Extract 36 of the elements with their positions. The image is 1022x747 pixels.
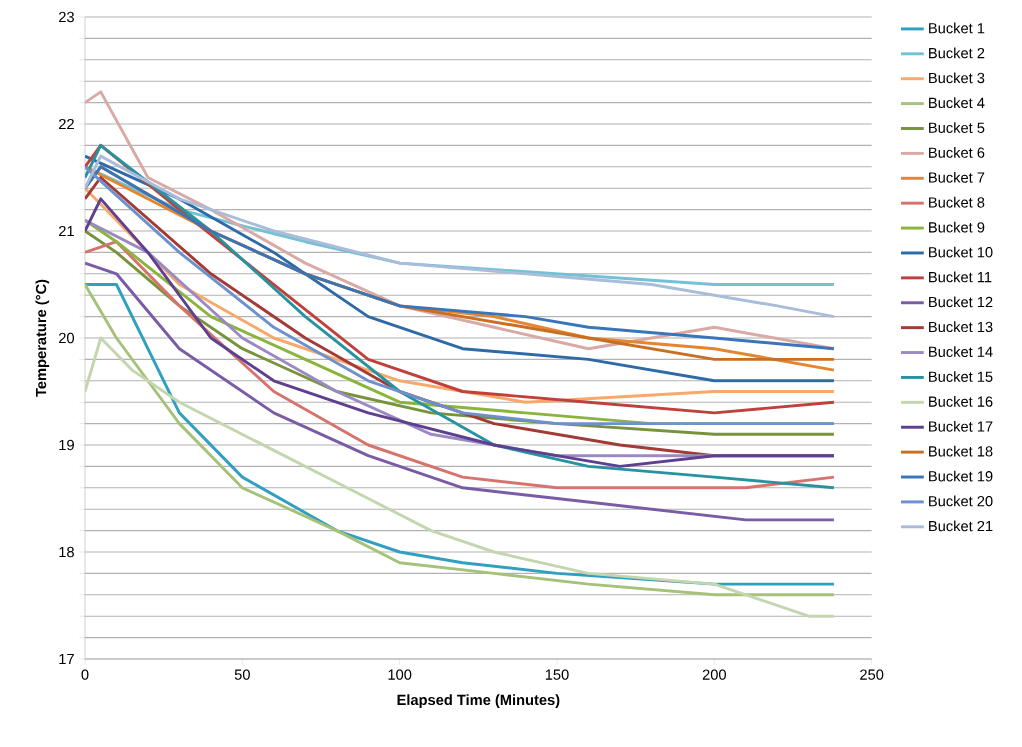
legend-label: Bucket 2 <box>929 47 985 59</box>
y-tick-label: 18 <box>59 546 74 558</box>
legend-label: Bucket 3 <box>929 72 985 84</box>
legend-label: Bucket 17 <box>929 420 993 432</box>
legend-label: Bucket 11 <box>929 271 992 283</box>
y-axis-title: Temperature (°C) <box>35 279 50 397</box>
y-tick-label: 20 <box>59 332 75 344</box>
legend-label: Bucket 12 <box>929 296 993 308</box>
legend-label: Bucket 15 <box>929 371 993 382</box>
y-tick-label: 21 <box>59 225 74 237</box>
y-tick-label: 22 <box>59 118 74 130</box>
legend-label: Bucket 19 <box>929 470 993 482</box>
x-axis-title: Elapsed Time (Minutes) <box>397 694 560 708</box>
legend-label: Bucket 16 <box>929 396 993 407</box>
legend-label: Bucket 14 <box>929 346 993 358</box>
legend-label: Bucket 8 <box>929 196 985 208</box>
legend-label: Bucket 13 <box>929 321 993 333</box>
legend-label: Bucket 18 <box>929 445 993 457</box>
x-tick-label: 150 <box>545 669 569 680</box>
legend-label: Bucket 7 <box>929 171 985 183</box>
x-tick-label: 250 <box>860 669 884 680</box>
x-tick-label: 50 <box>234 669 250 680</box>
x-tick-label: 200 <box>702 669 726 680</box>
legend-label: Bucket 6 <box>929 147 985 158</box>
x-tick-label: 100 <box>388 669 412 680</box>
x-tick-label: 0 <box>81 669 89 680</box>
legend-label: Bucket 9 <box>929 221 985 233</box>
legend-label: Bucket 1 <box>929 22 985 34</box>
legend-label: Bucket 20 <box>929 495 993 507</box>
y-tick-label: 19 <box>59 439 74 451</box>
legend-label: Bucket 4 <box>929 97 985 109</box>
y-tick-label: 17 <box>59 653 74 665</box>
legend-label: Bucket 5 <box>929 122 985 133</box>
legend-label: Bucket 10 <box>929 246 993 258</box>
legend-label: Bucket 21 <box>929 520 993 532</box>
y-tick-label: 23 <box>59 11 74 23</box>
